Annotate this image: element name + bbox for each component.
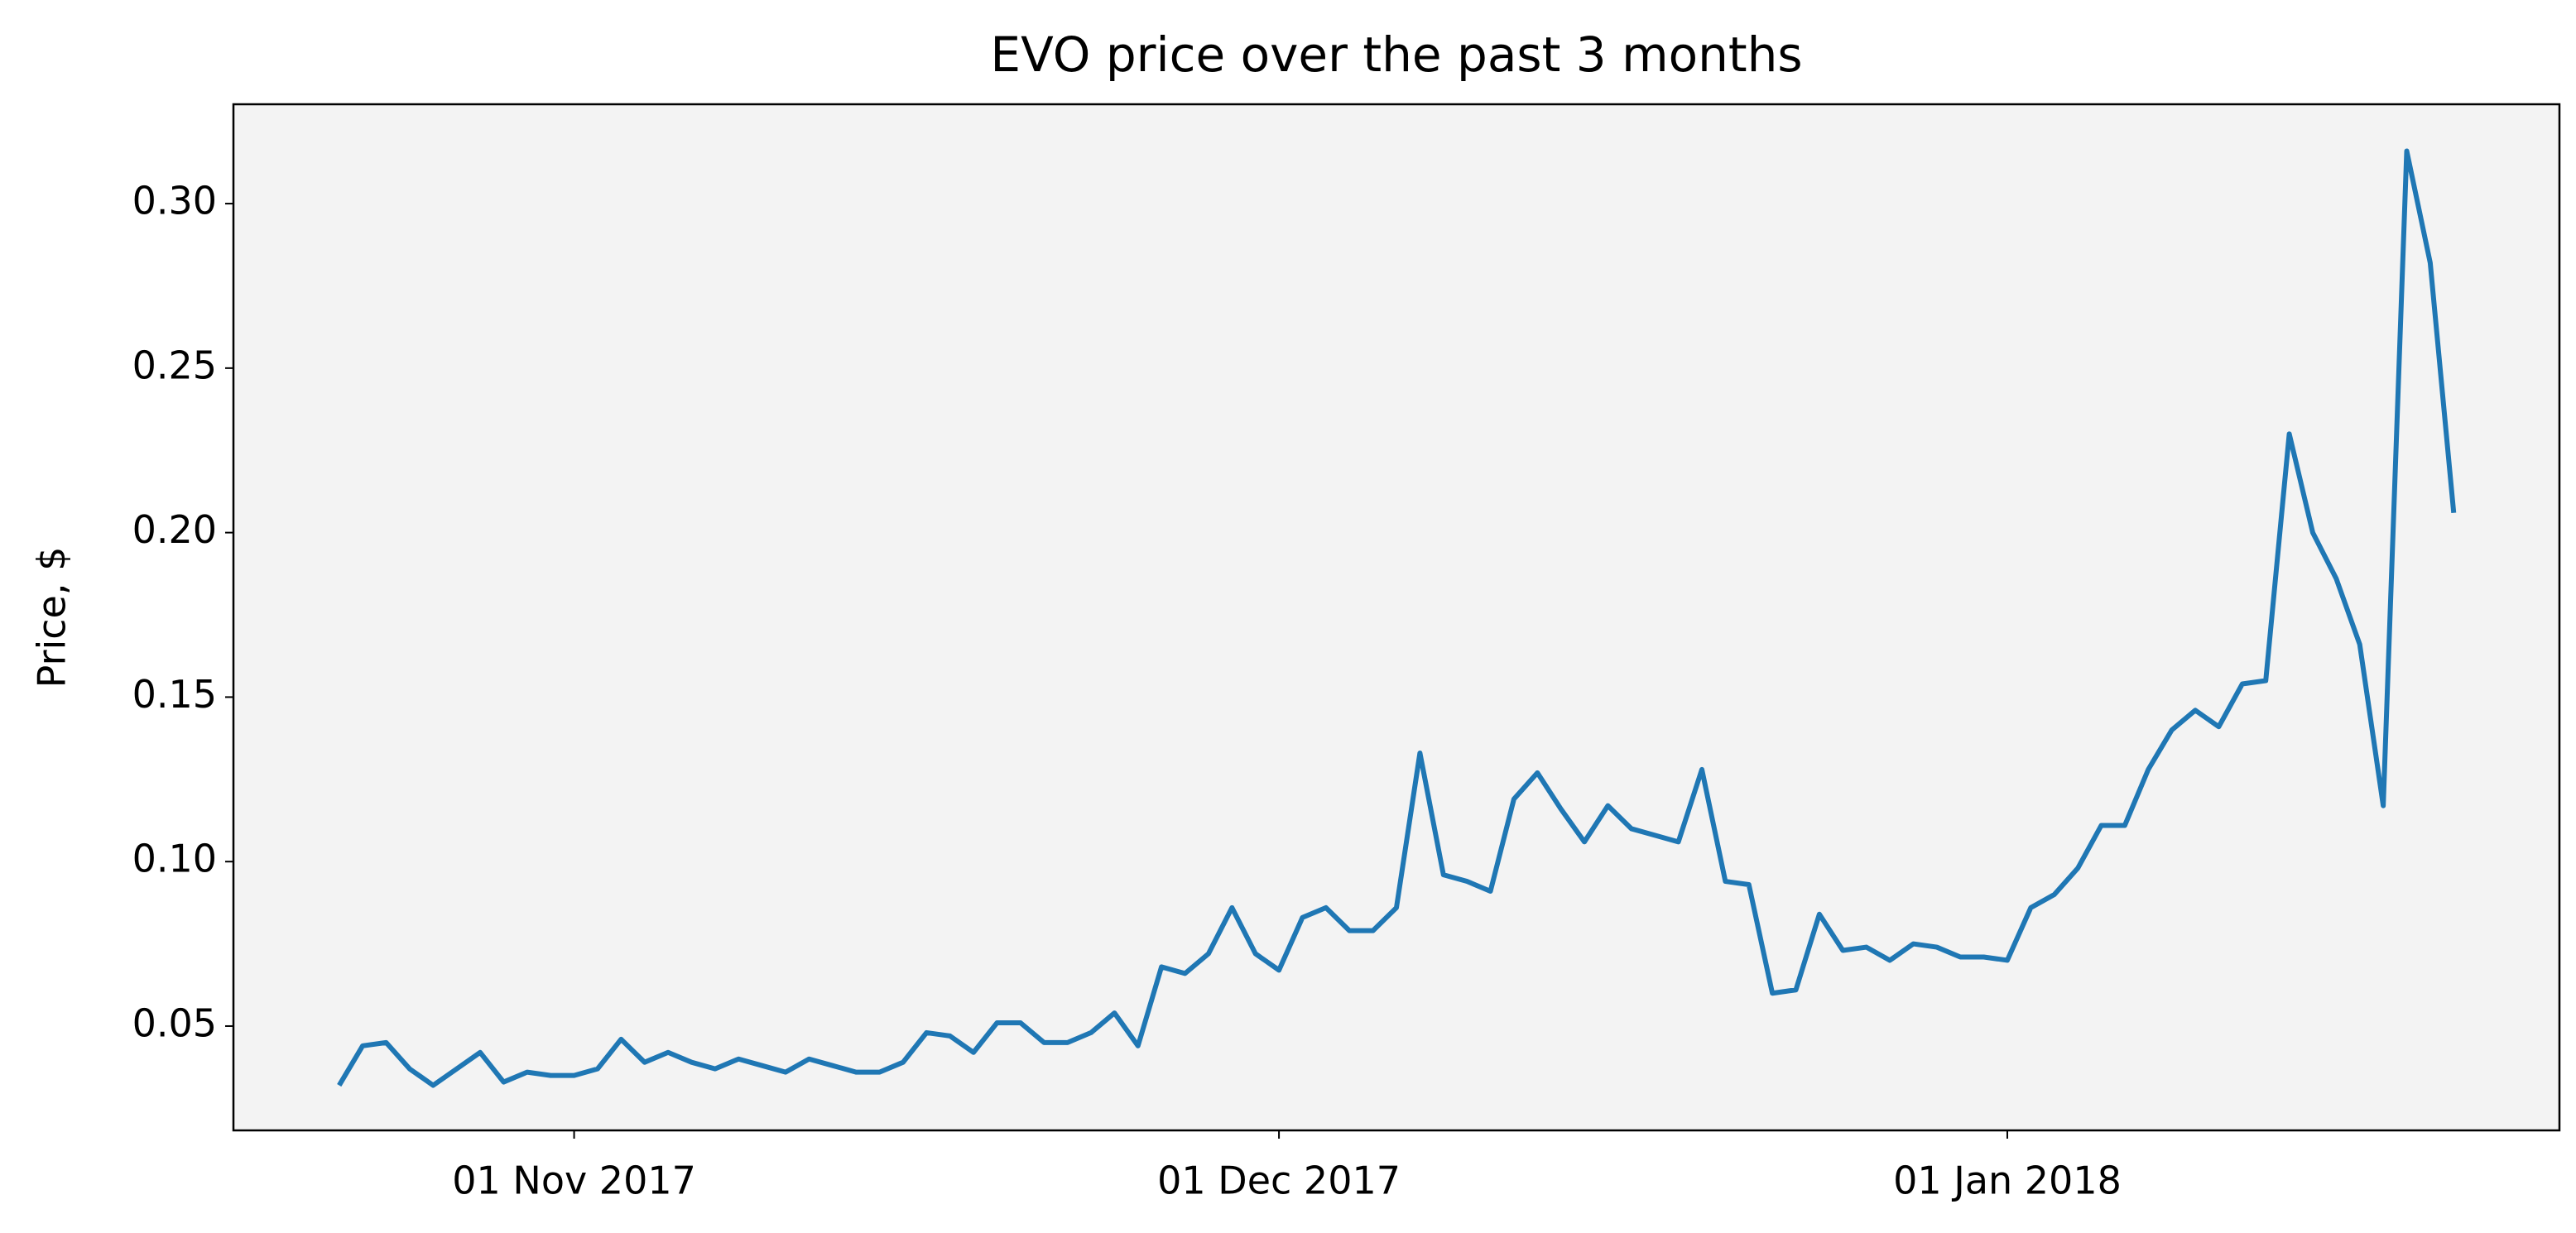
x-tick-label: 01 Nov 2017 xyxy=(452,1159,696,1203)
plot-frame xyxy=(232,103,2561,1132)
y-tick-label: 0.20 xyxy=(132,507,217,552)
x-tick-label: 01 Dec 2017 xyxy=(1157,1159,1401,1203)
y-tick-label: 0.25 xyxy=(132,343,217,387)
y-tick-label: 0.15 xyxy=(132,672,217,717)
price-line xyxy=(337,148,2457,1088)
chart-title: EVO price over the past 3 months xyxy=(990,26,1802,83)
y-axis-label: Price, $ xyxy=(30,547,74,688)
y-tick-label: 0.05 xyxy=(132,1000,217,1045)
y-tick-label: 0.30 xyxy=(132,179,217,223)
x-tick-label: 01 Jan 2018 xyxy=(1893,1159,2122,1203)
y-tick-label: 0.10 xyxy=(132,837,217,881)
plot-background xyxy=(233,104,2559,1130)
